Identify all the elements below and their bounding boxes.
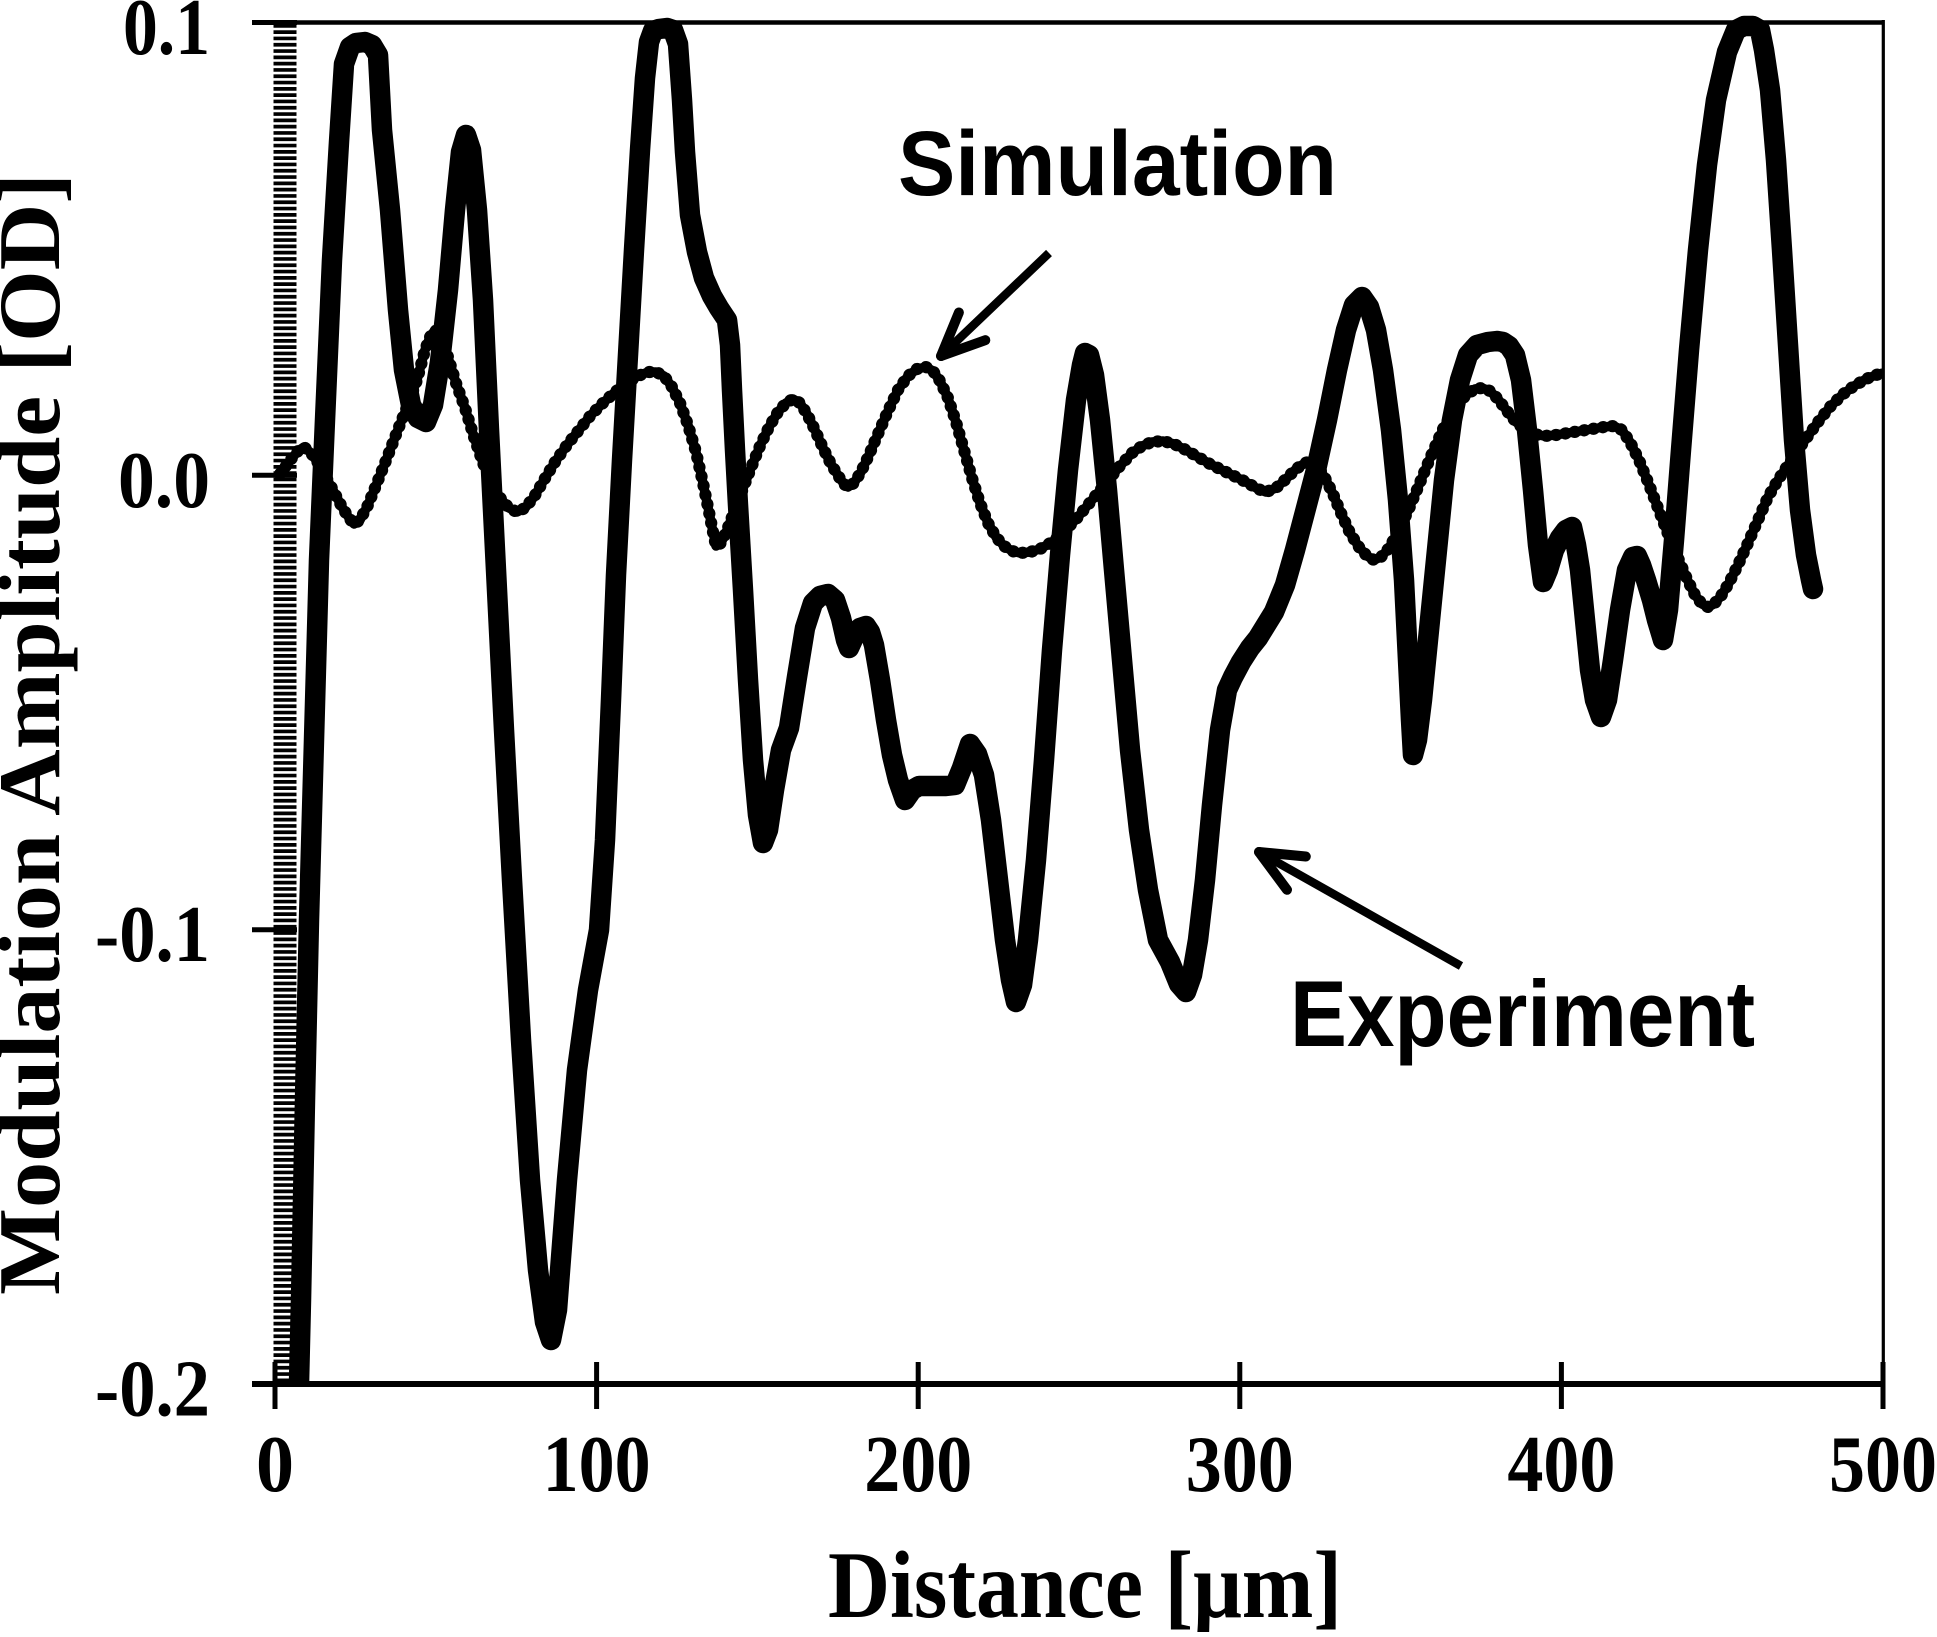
svg-text:0.1: 0.1 <box>123 0 210 72</box>
svg-text:0.0: 0.0 <box>118 437 210 525</box>
svg-text:Simulation: Simulation <box>898 113 1337 215</box>
svg-text:0: 0 <box>256 1421 294 1509</box>
svg-text:-0.1: -0.1 <box>95 891 210 979</box>
svg-text:100: 100 <box>543 1421 651 1509</box>
svg-text:200: 200 <box>864 1421 972 1509</box>
svg-text:Distance [μm]: Distance [μm] <box>828 1532 1342 1632</box>
svg-text:Experiment: Experiment <box>1290 961 1755 1066</box>
svg-text:400: 400 <box>1507 1421 1615 1509</box>
svg-text:Modulation Amplitude [OD]: Modulation Amplitude [OD] <box>0 173 79 1295</box>
svg-text:300: 300 <box>1186 1421 1294 1509</box>
svg-text:500: 500 <box>1829 1421 1937 1509</box>
svg-text:-0.2: -0.2 <box>95 1346 210 1434</box>
